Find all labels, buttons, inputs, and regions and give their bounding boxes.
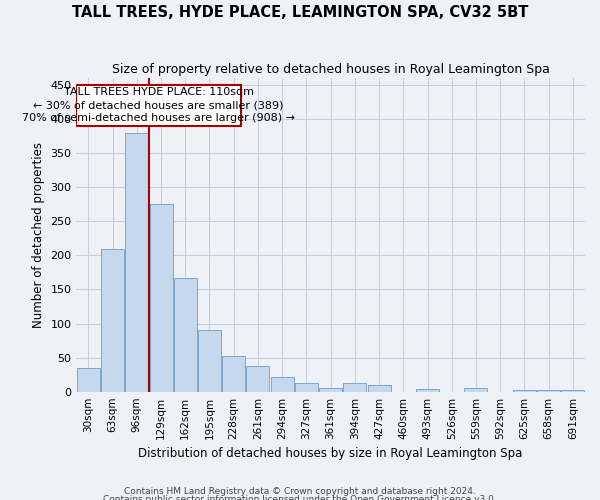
Bar xyxy=(343,383,367,392)
Bar xyxy=(464,388,487,392)
Text: Contains HM Land Registry data © Crown copyright and database right 2024.: Contains HM Land Registry data © Crown c… xyxy=(124,487,476,496)
Bar xyxy=(368,385,391,392)
Bar xyxy=(101,248,124,392)
Bar xyxy=(198,330,221,392)
Text: TALL TREES HYDE PLACE: 110sqm: TALL TREES HYDE PLACE: 110sqm xyxy=(64,87,254,97)
Bar xyxy=(537,390,560,392)
X-axis label: Distribution of detached houses by size in Royal Leamington Spa: Distribution of detached houses by size … xyxy=(139,447,523,460)
Bar xyxy=(513,390,536,392)
Bar xyxy=(416,389,439,392)
Bar xyxy=(271,376,293,392)
Bar xyxy=(247,366,269,392)
Bar xyxy=(149,204,173,392)
Bar xyxy=(319,388,342,392)
Text: 70% of semi-detached houses are larger (908) →: 70% of semi-detached houses are larger (… xyxy=(22,114,295,124)
Title: Size of property relative to detached houses in Royal Leamington Spa: Size of property relative to detached ho… xyxy=(112,62,550,76)
Bar xyxy=(77,368,100,392)
Text: Contains public sector information licensed under the Open Government Licence v3: Contains public sector information licen… xyxy=(103,496,497,500)
Bar xyxy=(125,132,148,392)
Bar xyxy=(562,390,584,392)
Bar xyxy=(295,383,318,392)
Text: ← 30% of detached houses are smaller (389): ← 30% of detached houses are smaller (38… xyxy=(34,100,284,110)
Y-axis label: Number of detached properties: Number of detached properties xyxy=(32,142,44,328)
Bar xyxy=(222,356,245,392)
FancyBboxPatch shape xyxy=(76,85,241,126)
Text: TALL TREES, HYDE PLACE, LEAMINGTON SPA, CV32 5BT: TALL TREES, HYDE PLACE, LEAMINGTON SPA, … xyxy=(72,5,528,20)
Bar xyxy=(174,278,197,392)
